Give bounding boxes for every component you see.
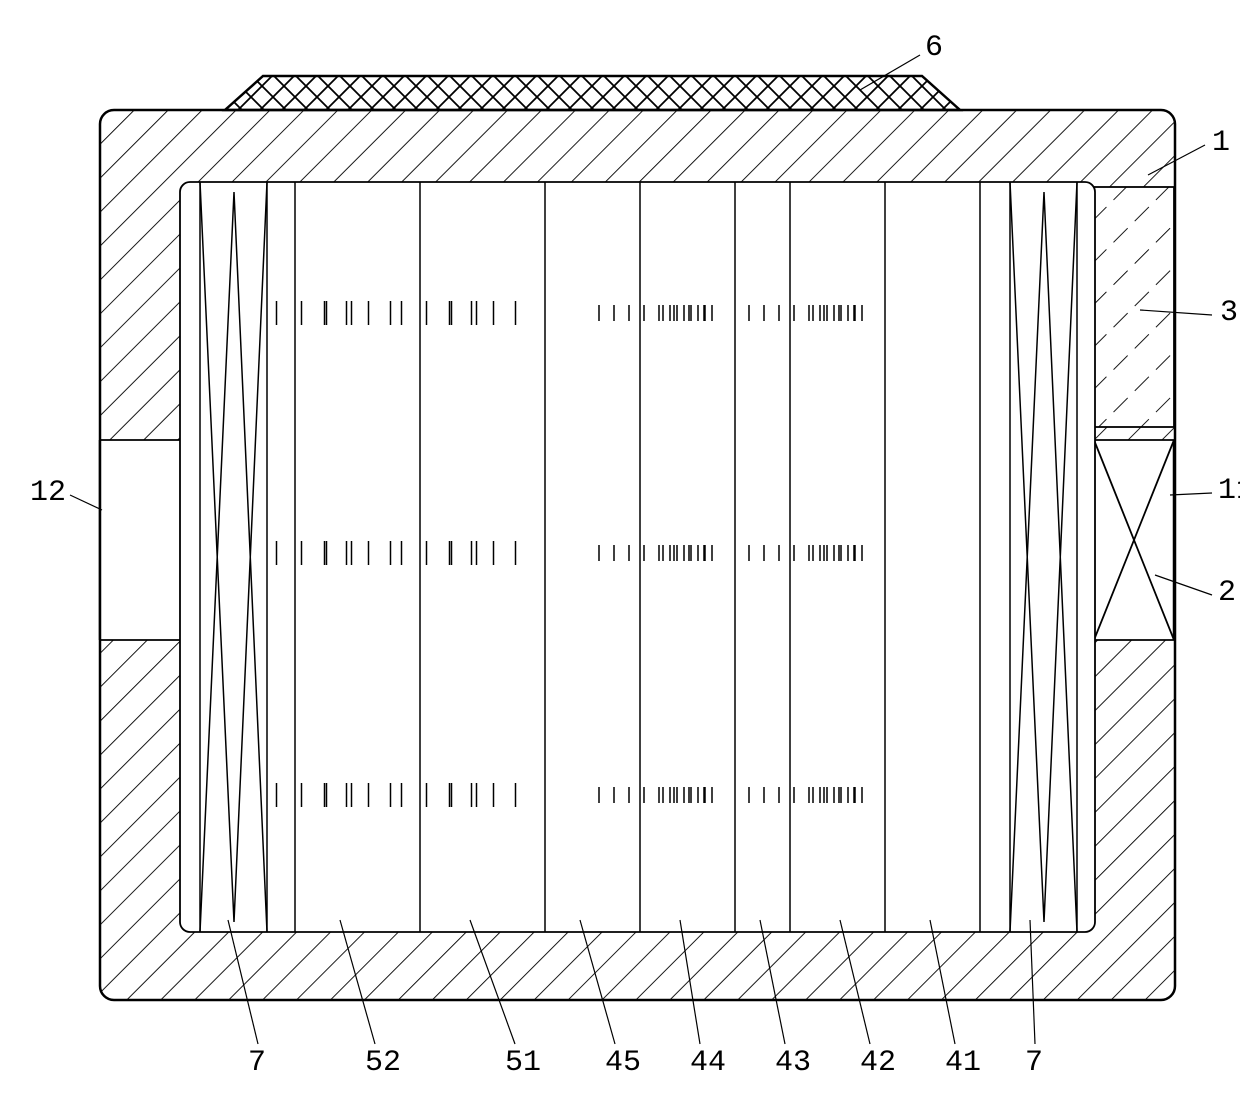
inner-cavity — [180, 182, 1095, 932]
top-cover-6 — [225, 76, 960, 110]
label-44: 44 — [690, 1046, 726, 1080]
label-7: 7 — [1025, 1046, 1043, 1080]
label-52: 52 — [365, 1046, 401, 1080]
label-2: 2 — [1218, 576, 1236, 610]
label-43: 43 — [775, 1046, 811, 1080]
label-41: 41 — [945, 1046, 981, 1080]
label-7: 7 — [248, 1046, 266, 1080]
label-3: 3 — [1220, 296, 1238, 330]
label-6: 6 — [925, 31, 943, 65]
label-12: 12 — [30, 476, 66, 510]
outlet-port-12 — [100, 440, 180, 640]
label-45: 45 — [605, 1046, 641, 1080]
label-51: 51 — [505, 1046, 541, 1080]
label-42: 42 — [860, 1046, 896, 1080]
label-11: 11 — [1218, 474, 1240, 508]
label-1: 1 — [1212, 126, 1230, 160]
